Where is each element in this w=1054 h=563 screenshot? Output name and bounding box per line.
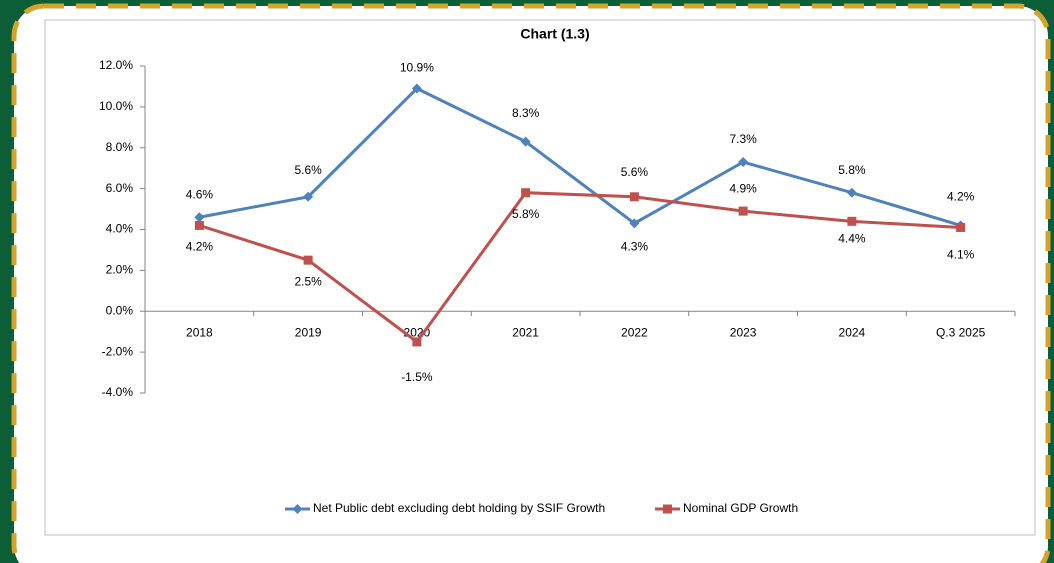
marker	[738, 206, 748, 216]
y-tick-label: 6.0%	[106, 181, 134, 195]
y-tick-label: -4.0%	[102, 385, 134, 399]
marker	[194, 220, 204, 230]
marker	[194, 212, 205, 223]
data-label: 4.3%	[621, 240, 649, 254]
series-line	[199, 86, 962, 227]
data-label: 4.4%	[838, 231, 866, 245]
marker	[846, 187, 857, 198]
marker	[520, 136, 531, 147]
legend-marker	[663, 504, 672, 514]
marker	[412, 337, 422, 347]
y-tick-label: 2.0%	[106, 263, 134, 277]
marker	[303, 191, 314, 202]
data-label: 4.6%	[186, 187, 214, 201]
marker	[521, 188, 531, 198]
data-label: 4.1%	[947, 248, 975, 262]
y-tick-label: 0.0%	[106, 303, 134, 317]
marker	[303, 255, 313, 265]
data-label: 5.8%	[838, 163, 866, 177]
chart-title: Chart (1.3)	[520, 26, 589, 42]
data-label: 4.2%	[186, 240, 214, 254]
marker	[629, 218, 640, 229]
data-label: 4.9%	[729, 181, 757, 195]
x-tick-label: Q.3 2025	[936, 325, 986, 339]
x-tick-label: 2018	[186, 325, 213, 339]
x-tick-label: 2019	[295, 325, 322, 339]
marker	[847, 216, 857, 226]
data-label: 5.6%	[621, 165, 649, 179]
x-tick-label: 2024	[839, 325, 866, 339]
y-tick-label: 12.0%	[99, 58, 133, 72]
marker	[629, 192, 639, 202]
marker	[738, 157, 749, 168]
series-line	[198, 191, 961, 345]
data-label: -1.5%	[401, 370, 433, 384]
y-tick-label: -2.0%	[102, 344, 134, 358]
data-label: 5.6%	[294, 163, 322, 177]
y-tick-label: 8.0%	[106, 140, 134, 154]
legend-marker	[292, 504, 303, 514]
data-label: 8.3%	[512, 106, 540, 120]
legend-label: Net Public debt excluding debt holding b…	[313, 501, 605, 515]
data-label: 5.8%	[512, 207, 540, 221]
data-label: 2.5%	[294, 274, 322, 288]
y-tick-label: 4.0%	[106, 222, 134, 236]
chart-border	[44, 19, 1036, 536]
y-tick-label: 10.0%	[99, 99, 133, 113]
data-label: 10.9%	[400, 61, 434, 75]
data-label: 7.3%	[729, 132, 757, 146]
x-tick-label: 2021	[512, 325, 539, 339]
x-tick-label: 2023	[730, 325, 757, 339]
x-tick-label: 2022	[621, 325, 648, 339]
marker	[411, 83, 422, 94]
marker	[956, 222, 966, 232]
legend-label: Nominal GDP Growth	[683, 501, 798, 515]
data-label: 4.2%	[947, 190, 975, 204]
